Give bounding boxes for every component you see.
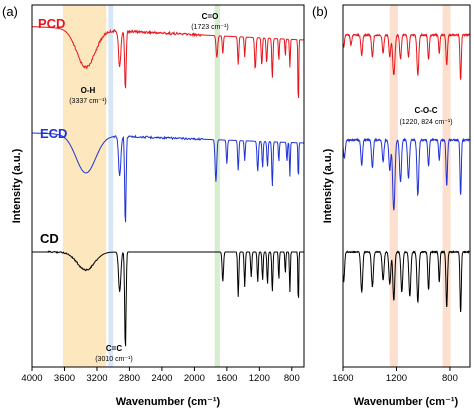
legend-ecd-label: ECD xyxy=(40,126,67,141)
x-tick-label: 4000 xyxy=(21,373,42,384)
x-tick-label: 1200 xyxy=(386,373,407,384)
panel-b-highlight-bands xyxy=(389,5,451,367)
panel-b: (b) 1600 1200 800 Wavenumber (cm⁻¹) Intens… xyxy=(312,4,471,408)
panel-a-label: (a) xyxy=(2,4,18,19)
panel-b-x-axis-title: Wavenumber (cm⁻¹) xyxy=(354,396,459,408)
x-tick-label: 3200 xyxy=(86,373,107,384)
annotation-cc-label: C=C xyxy=(106,344,122,353)
x-tick-label: 800 xyxy=(284,373,300,384)
highlight-band-1 xyxy=(389,5,398,367)
panel-b-label: (b) xyxy=(312,4,328,19)
panel-a-y-axis-title: Intensity (a.u.) xyxy=(11,148,23,223)
highlight-band-3 xyxy=(214,5,220,367)
x-tick-label: 2000 xyxy=(184,373,205,384)
series-pcd-line xyxy=(342,32,471,80)
panel-b-x-ticks: 1600 1200 800 xyxy=(332,367,458,384)
panel-a: (a) 4000 3600 3200 2800 2400 2000 1600 1200 800 … xyxy=(2,4,305,408)
annotation-oh-label: O-H xyxy=(81,86,96,95)
x-tick-label: 800 xyxy=(442,373,458,384)
x-tick-label: 3600 xyxy=(54,373,75,384)
x-tick-label: 1600 xyxy=(332,373,353,384)
highlight-band-2 xyxy=(108,5,114,367)
series-ecd-line xyxy=(342,137,470,211)
x-tick-label: 1200 xyxy=(249,373,270,384)
panel-b-traces xyxy=(342,32,471,313)
panel-a-x-axis-title: Wavenumber (cm⁻¹) xyxy=(116,396,221,408)
x-tick-label: 1600 xyxy=(216,373,237,384)
x-tick-label: 2400 xyxy=(151,373,172,384)
series-ecd-line xyxy=(32,132,304,223)
series-cd-line xyxy=(32,250,304,347)
series-pcd-line xyxy=(32,26,304,99)
highlight-band-2 xyxy=(442,5,451,367)
panel-a-x-ticks: 4000 3600 3200 2800 2400 2000 1600 1200 800 xyxy=(21,367,300,384)
annotation-co-value: (1723 cm⁻¹) xyxy=(191,24,229,31)
panel-b-y-axis-title: Intensity (a.u.) xyxy=(322,148,334,223)
x-tick-label: 2800 xyxy=(119,373,140,384)
annotation-oh-value: (3337 cm⁻¹) xyxy=(69,98,107,105)
panel-a-highlight-bands xyxy=(62,5,220,367)
annotation-coc-value: (1220, 824 cm⁻¹) xyxy=(399,119,452,126)
series-cd-line xyxy=(342,249,470,313)
legend-cd-label: CD xyxy=(40,231,59,246)
highlight-band-1 xyxy=(62,5,107,367)
panel-a-frame xyxy=(31,4,305,368)
legend-pcd-label: PCD xyxy=(38,16,65,31)
annotation-cc-value: (3010 cm⁻¹) xyxy=(95,356,133,363)
annotation-co-label: C=O xyxy=(202,12,219,21)
annotation-coc-label: C-O-C xyxy=(414,106,437,115)
panel-a-traces xyxy=(32,26,304,347)
panel-b-frame xyxy=(342,4,471,368)
